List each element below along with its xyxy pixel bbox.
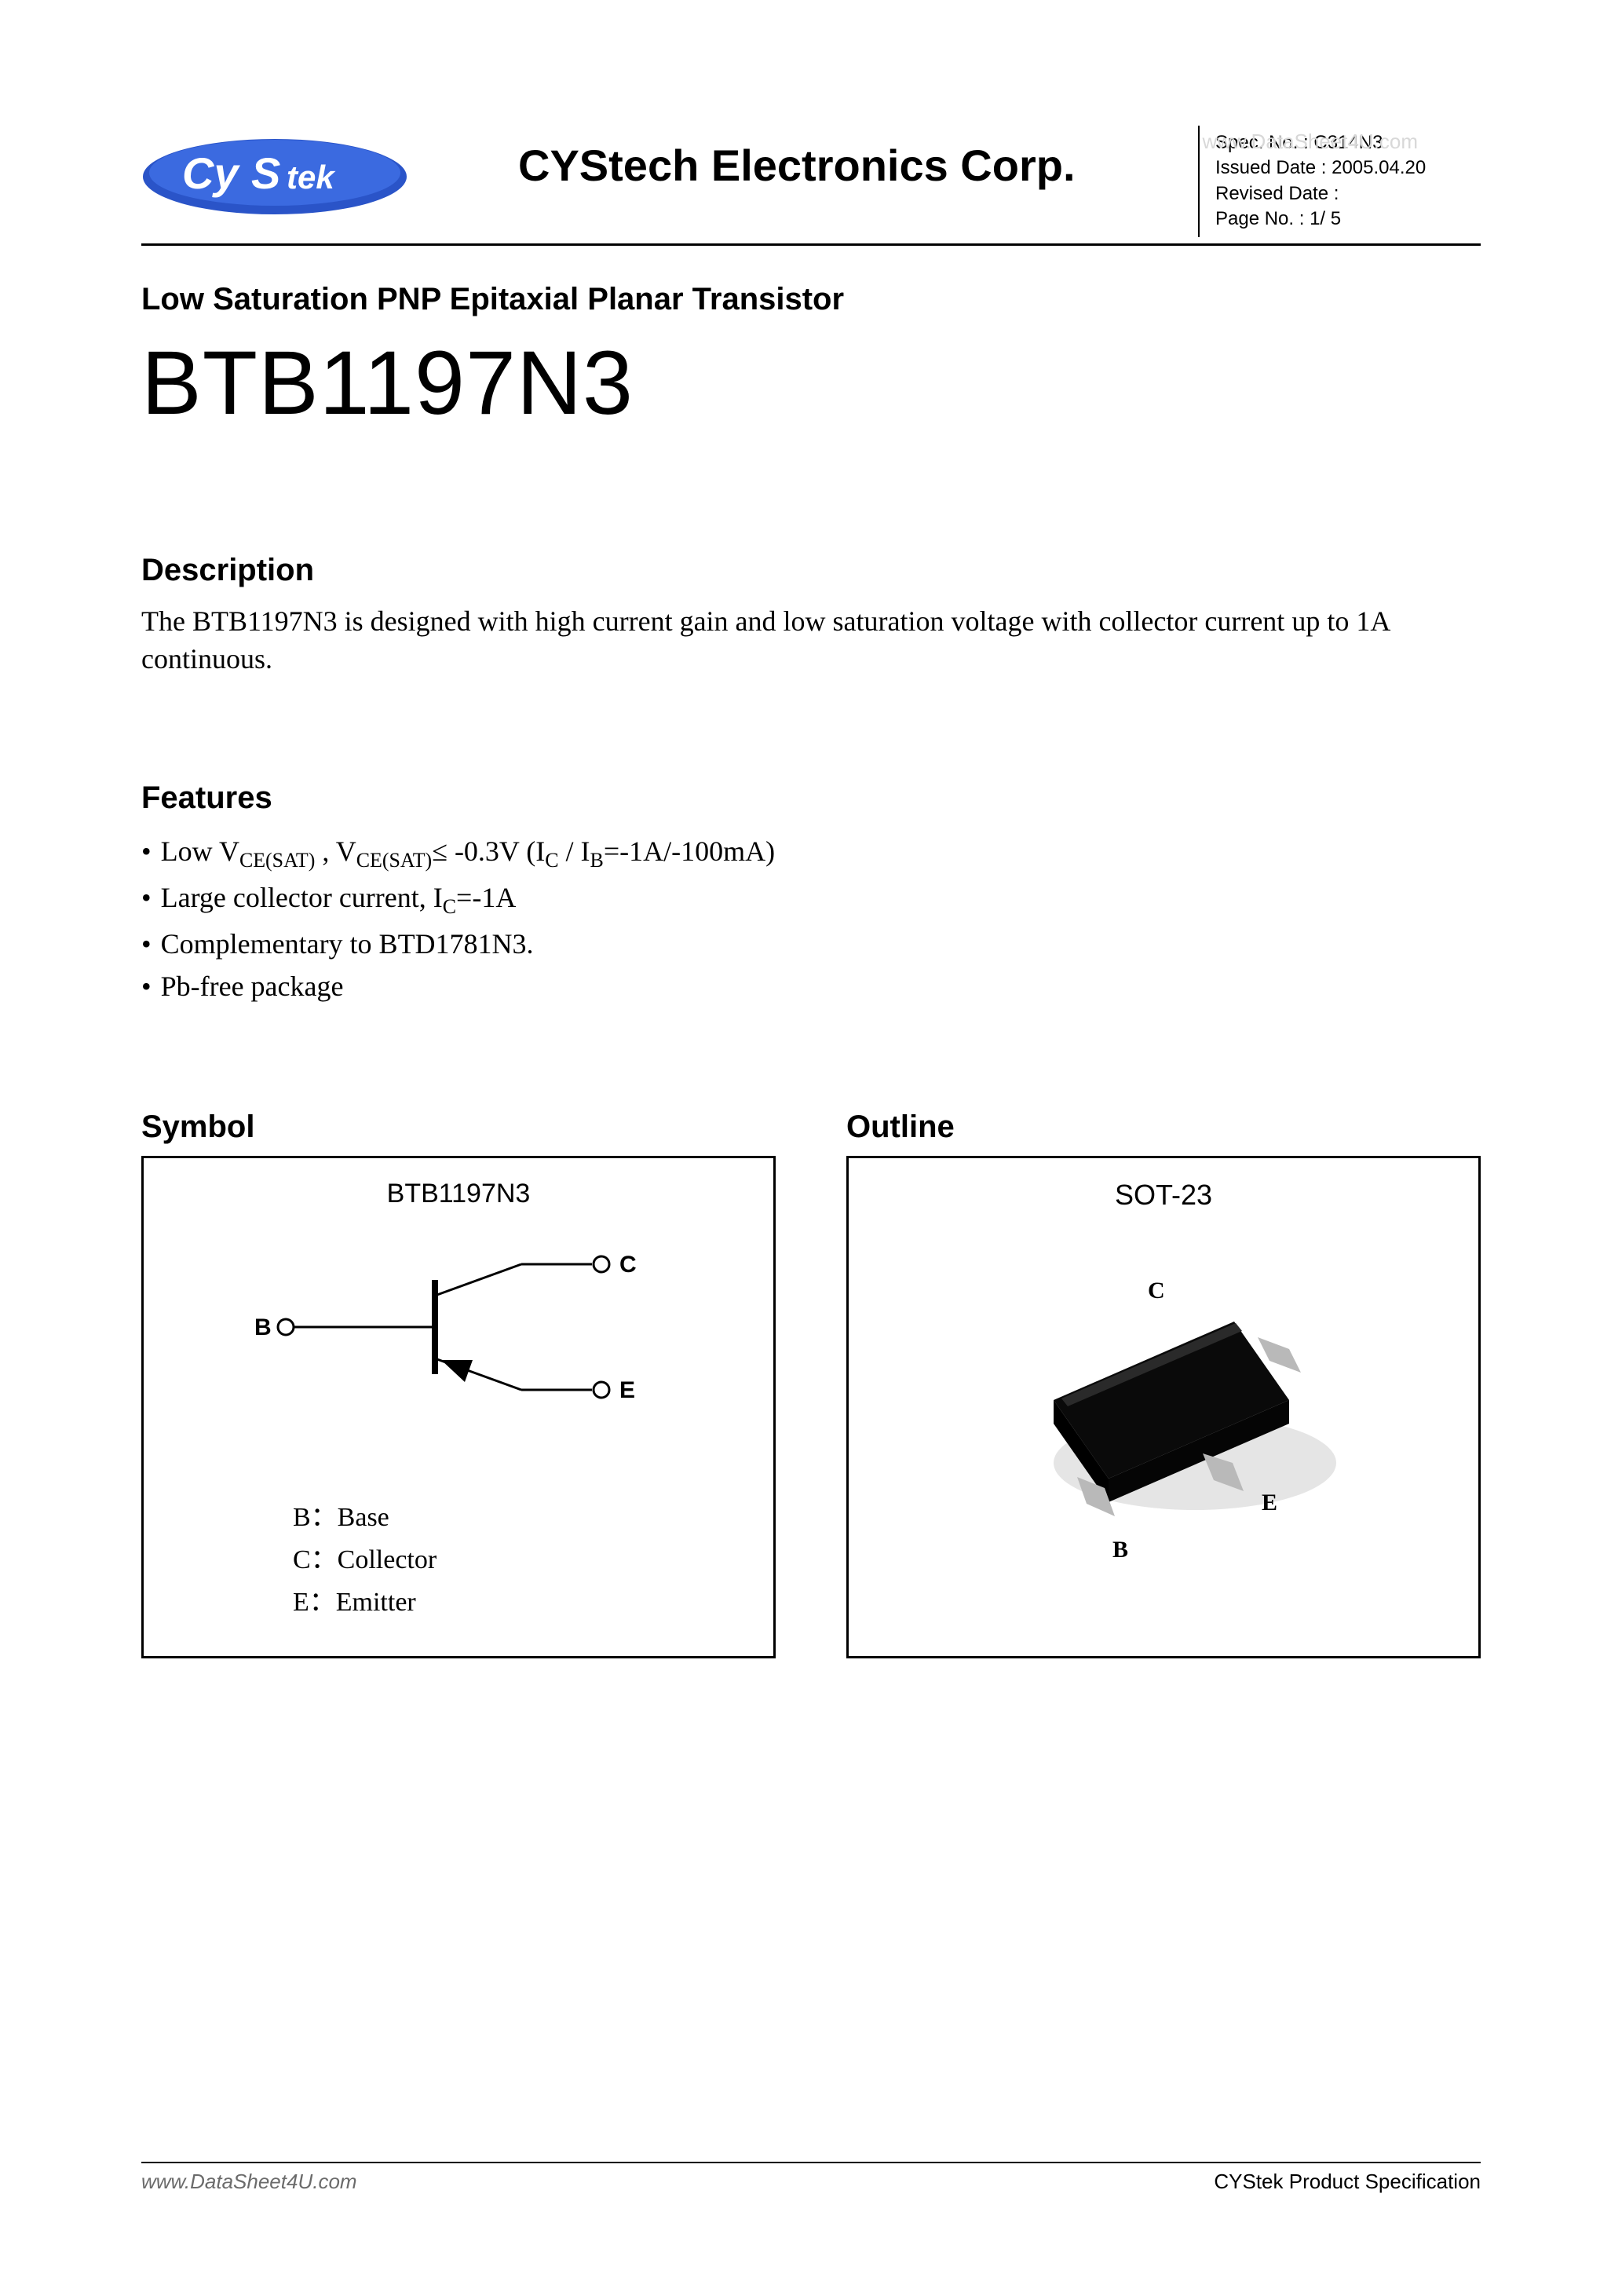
outline-package: SOT-23	[864, 1179, 1463, 1212]
outline-panel: SOT-23 C B E	[846, 1156, 1481, 1658]
subtitle: Low Saturation PNP Epitaxial Planar Tran…	[141, 282, 1481, 317]
page-no: 1/ 5	[1310, 208, 1341, 229]
symbol-heading: Symbol	[141, 1110, 776, 1145]
watermark-top: www.DataSheet4U.com	[1202, 130, 1418, 154]
feature-item: Low VCE(SAT) , VCE(SAT)≤ -0.3V (IC / IB=…	[141, 830, 1481, 876]
legend-e: E：Emitter	[293, 1581, 437, 1624]
svg-text:C: C	[619, 1252, 637, 1278]
issued-date: 2005.04.20	[1332, 157, 1426, 178]
pin-legend: B：Base C：Collector E：Emitter	[293, 1497, 437, 1625]
svg-text:E: E	[1262, 1490, 1277, 1515]
svg-text:Cy: Cy	[182, 148, 240, 198]
feature-item: Complementary to BTD1781N3.	[141, 923, 1481, 965]
revised-label: Revised Date :	[1215, 183, 1339, 204]
svg-text:E: E	[619, 1377, 635, 1403]
svg-text:tek: tek	[287, 159, 336, 196]
transistor-symbol-icon: B C E	[239, 1225, 678, 1429]
footer: www.DataSheet4U.com CYStek Product Speci…	[141, 2162, 1481, 2194]
description-heading: Description	[141, 553, 1481, 588]
svg-text:C: C	[1148, 1278, 1165, 1303]
features-list: Low VCE(SAT) , VCE(SAT)≤ -0.3V (IC / IB=…	[141, 830, 1481, 1007]
svg-text:B: B	[1112, 1537, 1128, 1563]
svg-text:S: S	[251, 148, 280, 198]
page-label: Page No. :	[1215, 208, 1304, 229]
feature-item: Pb-free package	[141, 965, 1481, 1007]
part-number: BTB1197N3	[141, 331, 1481, 435]
symbol-panel: BTB1197N3 B C E B：Base C：Collector E：Emitt…	[141, 1156, 776, 1658]
header-rule	[141, 243, 1481, 246]
symbol-column: Symbol BTB1197N3 B C E B：Base C：Collector …	[141, 1110, 776, 1658]
legend-c: C：Collector	[293, 1539, 437, 1581]
outline-heading: Outline	[846, 1110, 1481, 1145]
sot23-package-icon: C B E	[944, 1227, 1383, 1604]
company-name: CYStech Electronics Corp.	[440, 126, 1167, 191]
svg-text:B: B	[254, 1314, 272, 1340]
description-text: The BTB1197N3 is designed with high curr…	[141, 602, 1481, 678]
footer-rule	[141, 2162, 1481, 2163]
outline-column: Outline SOT-23 C B E	[846, 1110, 1481, 1658]
legend-b: B：Base	[293, 1497, 437, 1539]
features-heading: Features	[141, 781, 1481, 816]
company-logo: Cy S tek	[141, 126, 408, 224]
footer-right: CYStek Product Specification	[1214, 2170, 1481, 2194]
footer-left: www.DataSheet4U.com	[141, 2170, 357, 2194]
issued-label: Issued Date :	[1215, 157, 1326, 178]
symbol-label: BTB1197N3	[159, 1179, 758, 1209]
feature-item: Large collector current, IC=-1A	[141, 876, 1481, 923]
